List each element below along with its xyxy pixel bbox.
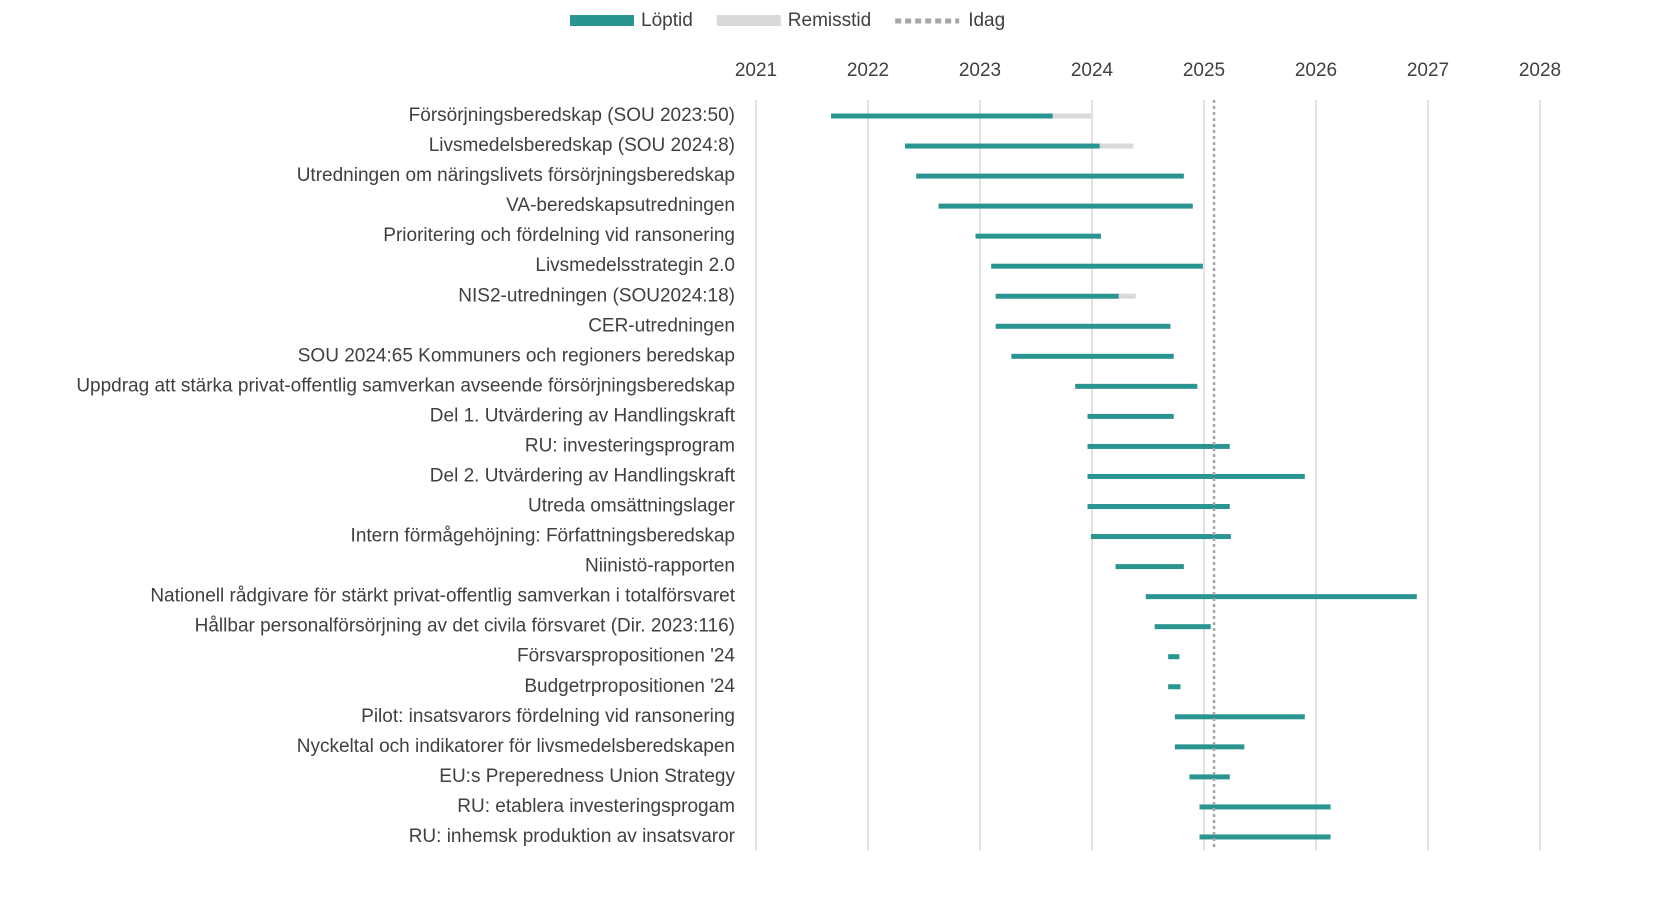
legend-label: Idag <box>968 10 1005 31</box>
x-tick-label: 2027 <box>1407 60 1449 81</box>
y-tick-label: CER-utredningen <box>588 315 735 336</box>
x-tick-label: 2023 <box>959 60 1001 81</box>
gantt-bar <box>1087 443 1230 449</box>
gantt-bar <box>1099 143 1134 149</box>
y-tick-label: SOU 2024:65 Kommuners och regioners bere… <box>298 345 735 366</box>
y-tick-label: Budgetrpropositionen '24 <box>524 676 735 697</box>
gantt-bar <box>1154 624 1211 630</box>
gantt-bar <box>995 323 1171 329</box>
legend-swatch <box>570 15 634 26</box>
y-tick-label: Utreda omsättningslager <box>528 496 736 517</box>
gantt-bar <box>1090 534 1231 540</box>
y-tick-label: EU:s Preperedness Union Strategy <box>439 766 735 787</box>
y-tick-label: Uppdrag att stärka privat-offentlig samv… <box>76 375 735 396</box>
x-tick-label: 2025 <box>1183 60 1225 81</box>
y-tick-label: Prioritering och fördelning vid ransoner… <box>383 225 735 246</box>
gantt-bar <box>1087 473 1305 479</box>
gantt-bar <box>975 233 1101 239</box>
y-tick-label: Intern förmågehöjning: Författningsbered… <box>351 526 735 547</box>
y-tick-label: Livsmedelsstrategin 2.0 <box>535 255 735 276</box>
gantt-bar <box>1174 714 1305 720</box>
y-tick-label: Utredningen om näringslivets försörjning… <box>297 165 735 186</box>
gantt-bar <box>1115 564 1184 570</box>
gantt-bar <box>916 173 1184 179</box>
gantt-bar <box>904 143 1100 149</box>
y-tick-label: Försvarspropositionen '24 <box>517 646 735 667</box>
gantt-bar <box>1199 804 1331 810</box>
y-tick-label: Livsmedelsberedskap (SOU 2024:8) <box>429 135 735 156</box>
gantt-bar <box>1075 383 1198 389</box>
gantt-bar <box>1145 594 1417 600</box>
x-tick-label: 2026 <box>1295 60 1337 81</box>
y-tick-label: Nyckeltal och indikatorer för livsmedels… <box>297 736 735 757</box>
gantt-bar <box>991 263 1203 269</box>
gantt-bar <box>1011 353 1174 359</box>
gantt-bar <box>1174 744 1245 750</box>
gantt-bar <box>1168 684 1181 690</box>
gantt-bar <box>1189 774 1230 780</box>
legend-swatch <box>716 15 781 26</box>
gantt-bar <box>1087 413 1174 419</box>
x-tick-label: 2022 <box>847 60 889 81</box>
y-tick-label: Del 2. Utvärdering av Handlingskraft <box>430 465 736 486</box>
x-tick-label: 2028 <box>1519 60 1561 81</box>
x-tick-label: 2021 <box>735 60 777 81</box>
y-tick-label: Niinistö-rapporten <box>585 556 735 577</box>
x-tick-label: 2024 <box>1071 60 1114 81</box>
gantt-bar <box>1087 504 1230 510</box>
gantt-bar <box>1052 113 1091 119</box>
y-tick-label: RU: inhemsk produktion av insatsvaror <box>409 826 736 847</box>
legend-label: Löptid <box>641 10 693 31</box>
y-tick-label: NIS2-utredningen (SOU2024:18) <box>458 285 735 306</box>
gantt-bar <box>831 113 1053 119</box>
y-tick-label: Nationell rådgivare för stärkt privat-of… <box>150 586 735 607</box>
legend-label: Remisstid <box>788 10 871 31</box>
gantt-bar <box>1118 293 1136 299</box>
y-tick-label: RU: investeringsprogram <box>525 435 735 456</box>
gantt-bar <box>1199 834 1331 840</box>
gantt-bar <box>995 293 1119 299</box>
y-tick-label: RU: etablera investeringsprogam <box>457 796 735 817</box>
y-tick-label: Försörjningsberedskap (SOU 2023:50) <box>409 105 735 126</box>
y-tick-label: Del 1. Utvärdering av Handlingskraft <box>430 405 736 426</box>
gantt-bar <box>938 203 1193 209</box>
y-tick-label: VA-beredskapsutredningen <box>506 195 735 216</box>
gantt-bar <box>1168 654 1180 660</box>
y-tick-label: Pilot: insatsvarors fördelning vid ranso… <box>361 706 735 727</box>
y-tick-label: Hållbar personalförsörjning av det civil… <box>195 616 735 637</box>
